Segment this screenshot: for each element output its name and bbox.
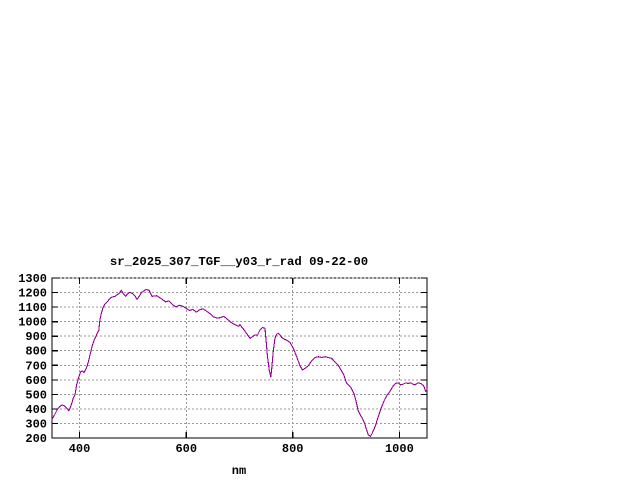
svg-text:sr_2025_307_TGF__y03_r_rad 09-: sr_2025_307_TGF__y03_r_rad 09-22-00 xyxy=(110,255,368,269)
svg-text:900: 900 xyxy=(25,330,47,344)
svg-text:500: 500 xyxy=(25,388,47,402)
svg-text:1300: 1300 xyxy=(18,272,47,286)
svg-text:200: 200 xyxy=(25,432,47,446)
svg-text:1200: 1200 xyxy=(18,287,47,301)
svg-text:400: 400 xyxy=(25,403,47,417)
svg-text:1000: 1000 xyxy=(18,316,47,330)
svg-text:600: 600 xyxy=(175,442,197,456)
svg-text:300: 300 xyxy=(25,418,47,432)
svg-text:800: 800 xyxy=(282,442,304,456)
svg-text:nm: nm xyxy=(232,464,246,478)
svg-text:400: 400 xyxy=(69,442,91,456)
svg-text:1100: 1100 xyxy=(18,301,47,315)
svg-text:600: 600 xyxy=(25,374,47,388)
svg-text:700: 700 xyxy=(25,359,47,373)
svg-text:800: 800 xyxy=(25,345,47,359)
svg-text:1000: 1000 xyxy=(385,442,414,456)
